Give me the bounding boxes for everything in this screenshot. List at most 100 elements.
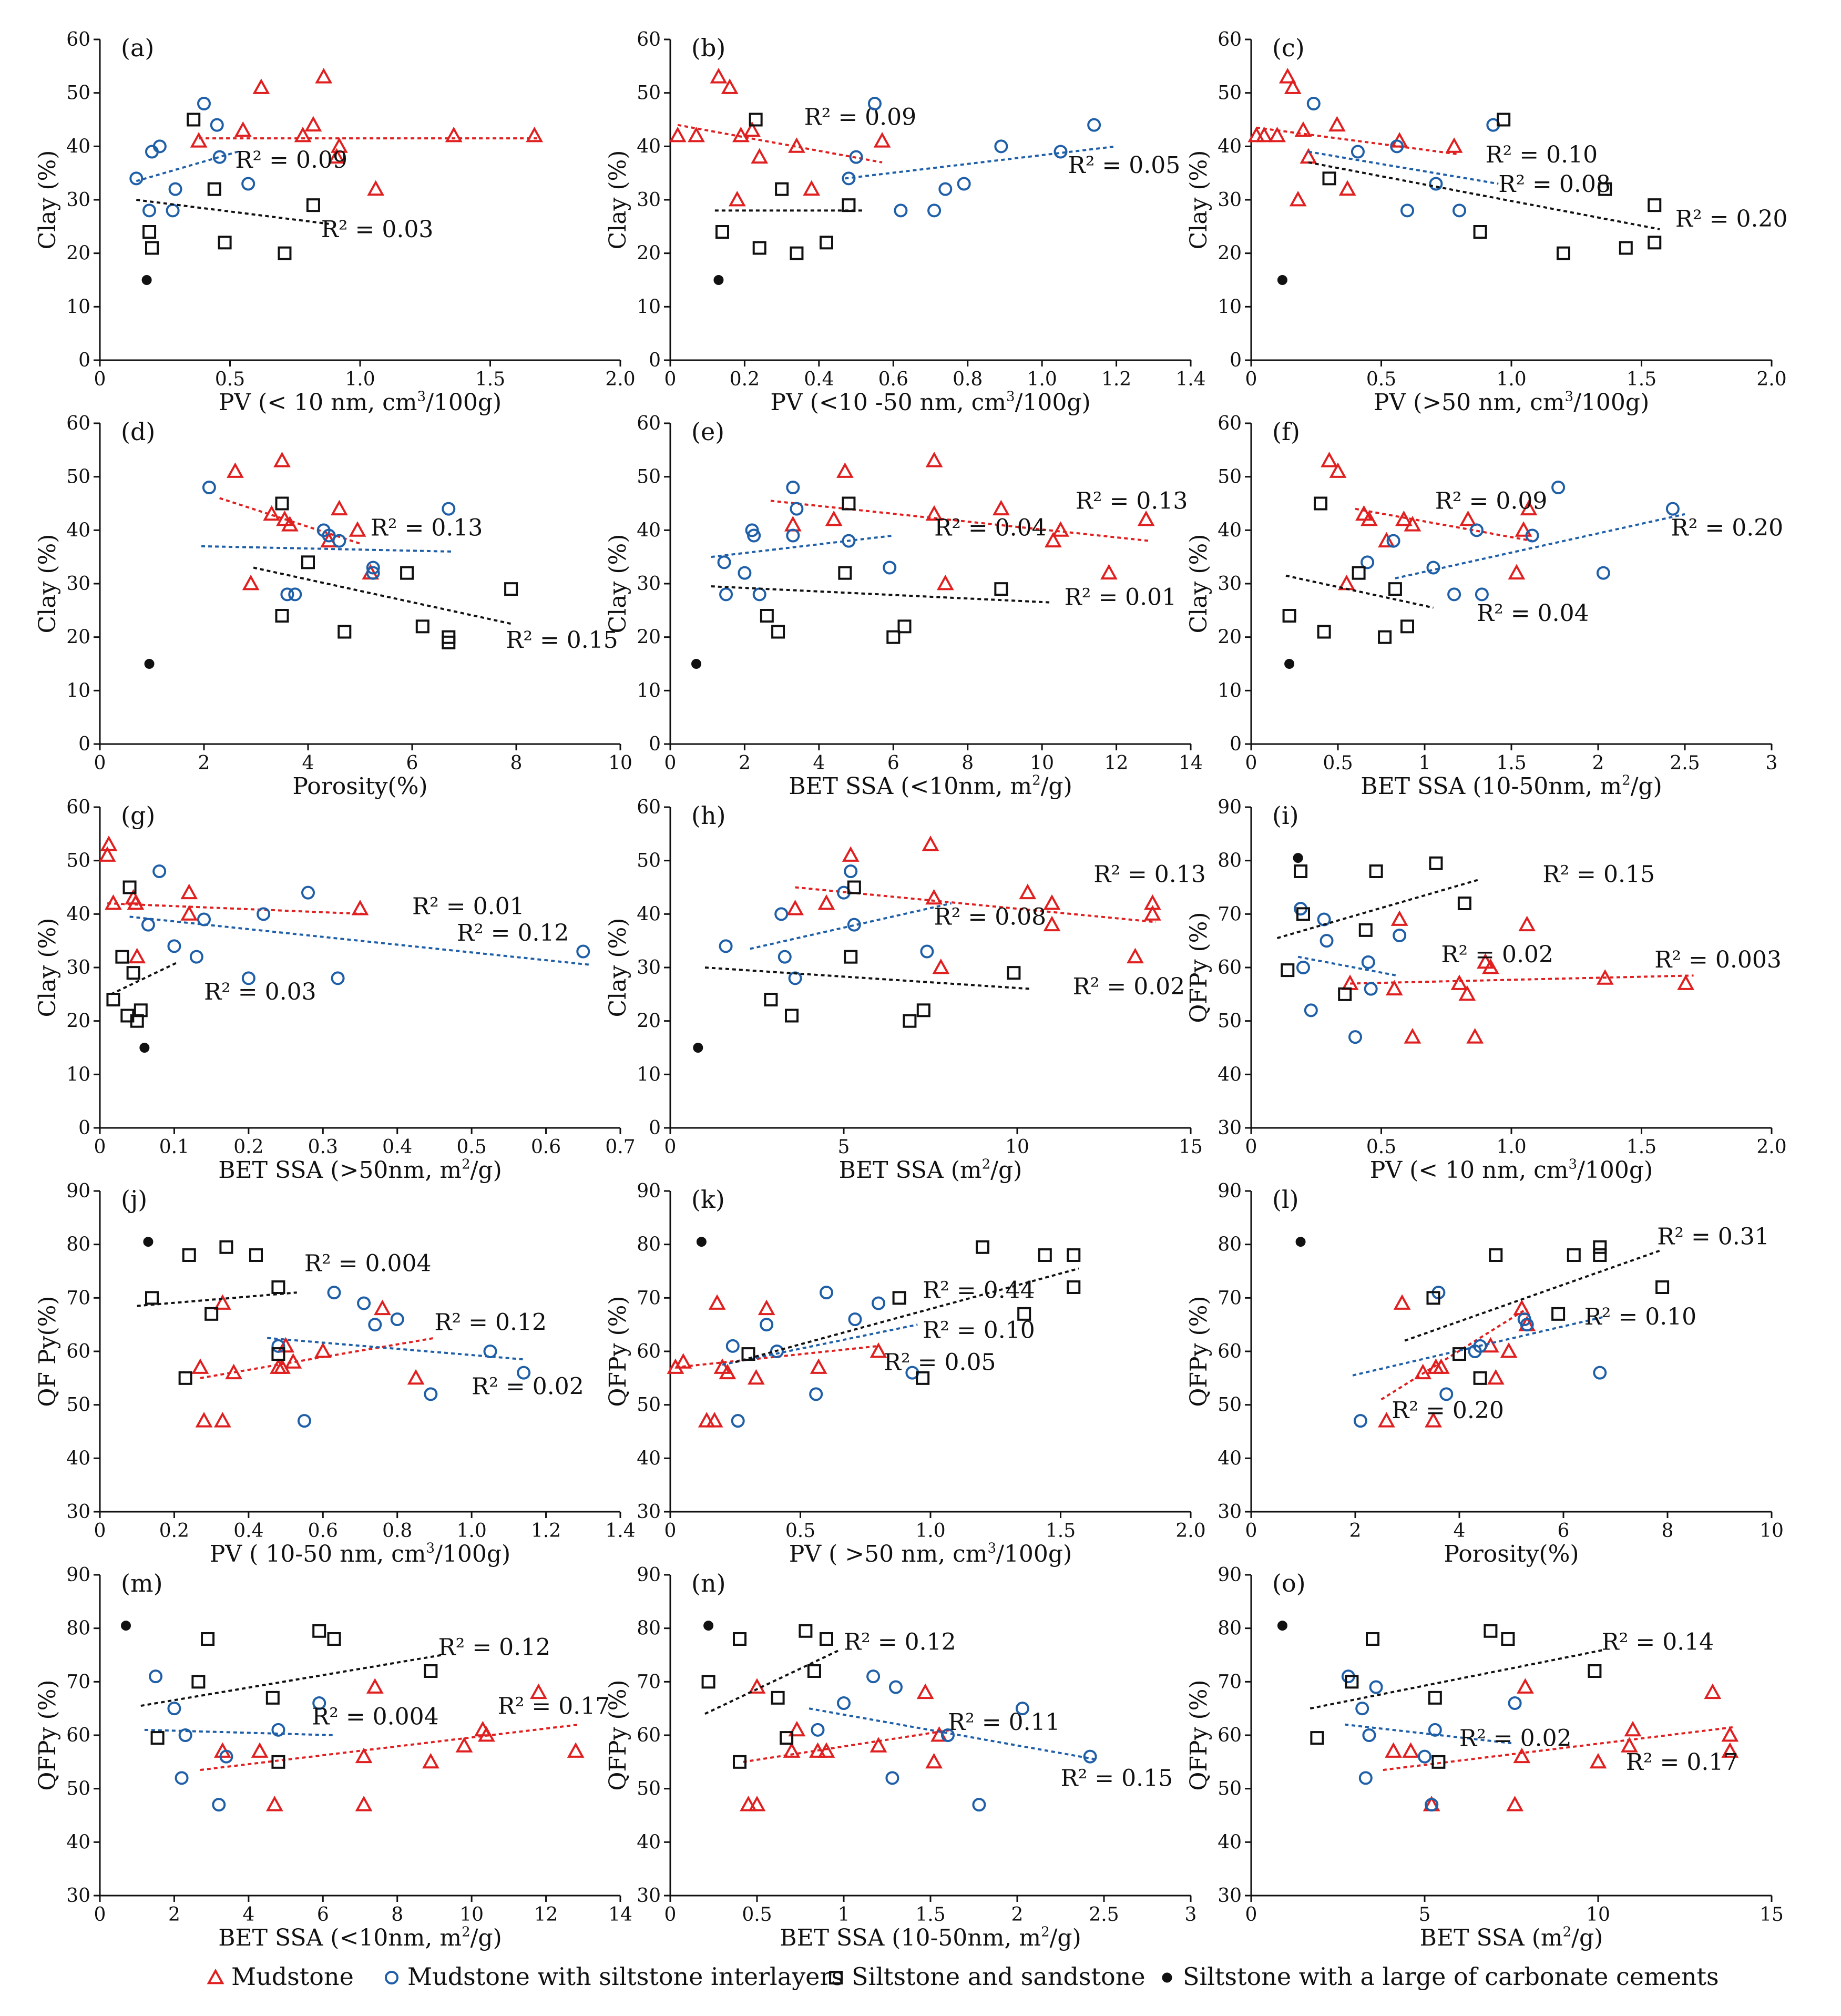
data-point (134, 1003, 148, 1017)
data-point (1310, 1731, 1324, 1745)
data-point (191, 1358, 209, 1374)
data-point (872, 1296, 885, 1310)
series-siltstone-and-sandstone: R² = 0.03 (106, 880, 316, 1028)
data-point (747, 528, 761, 543)
data-point (257, 907, 271, 921)
data-point (142, 225, 157, 239)
data-point (284, 1353, 302, 1369)
x-tick-label: 2 (1011, 1904, 1024, 1926)
r2-label: R² = 0.03 (204, 979, 316, 1005)
x-tick-label: 0 (1245, 1136, 1257, 1158)
y-axis-label: Clay (%) (1185, 150, 1212, 250)
x-tick-label: 2.0 (1756, 369, 1786, 390)
data-point (1320, 934, 1334, 948)
data-point (314, 1342, 332, 1358)
x-tick-label: 8 (1662, 1520, 1674, 1542)
x-tick-label: 0 (664, 1520, 677, 1542)
data-point (1100, 564, 1118, 580)
r2-label: R² = 0.10 (923, 1317, 1035, 1344)
series-siltstone-with-a-large-of-carbonate-cements (691, 659, 701, 669)
data-point (920, 944, 934, 959)
data-point (1466, 1028, 1484, 1044)
data-point (713, 1358, 731, 1374)
data-point (1450, 974, 1468, 990)
trendline (1308, 150, 1499, 185)
data-point (312, 1624, 326, 1638)
x-tick-label: 0.6 (308, 1520, 338, 1542)
data-point (225, 1363, 242, 1380)
x-axis-label: PV (<10 -50 nm, cm3​/100g) (770, 389, 1090, 416)
y-tick-label: 30 (66, 957, 90, 979)
data-point (784, 516, 802, 532)
data-point (530, 1683, 547, 1699)
x-axis-label: PV ( 10-50 nm, cm3​/100g) (210, 1540, 510, 1567)
data-point (218, 236, 232, 250)
series-siltstone-and-sandstone: R² = 0.15 (1276, 856, 1655, 1001)
data-point (807, 1664, 821, 1678)
data-point (312, 1696, 326, 1710)
data-point (1355, 1702, 1369, 1716)
x-tick-label: 0.7 (605, 1136, 635, 1158)
r2-label: R² = 0.12 (438, 1634, 551, 1661)
data-point (142, 203, 157, 218)
panel-j: 30 40 50 60 70 80 90 0 0.2 0.4 0.6 0.8 1.0 1.2 1.4 (j) P… (34, 1180, 636, 1567)
data-point (1473, 225, 1487, 239)
y-tick-label: 40 (637, 1448, 661, 1469)
data-point (143, 1237, 154, 1247)
y-tick-label: 40 (1218, 1448, 1242, 1469)
data-point (1393, 1294, 1411, 1310)
data-point (751, 148, 769, 164)
data-point (1520, 500, 1538, 516)
y-tick-label: 60 (1218, 29, 1242, 50)
panel-label: (g) (121, 801, 155, 830)
series-siltstone-with-a-large-of-carbonate-cements (1277, 1621, 1287, 1631)
data-point (1358, 1771, 1373, 1785)
data-point (1517, 1678, 1534, 1694)
y-tick-label: 40 (66, 1448, 90, 1469)
x-tick-label: 0 (1245, 369, 1257, 390)
panel-f: 0 10 20 30 40 50 60 0 0.5 1 1.5 2 2.5 3 (f) BET SSA (10… (1185, 413, 1783, 800)
data-point (1624, 1720, 1642, 1737)
y-tick-label: 70 (66, 1287, 90, 1309)
y-tick-label: 60 (1218, 1725, 1242, 1746)
series-mudstone-with-siltstone-interlayers: R² = 0.08 (1306, 97, 1611, 218)
x-tick-label: 1.0 (1027, 369, 1057, 390)
series-siltstone-with-a-large-of-carbonate-cements (713, 275, 724, 285)
data-point (842, 496, 856, 511)
r2-label: R² = 0.14 (1602, 1628, 1714, 1655)
x-tick-label: 1.0 (915, 1520, 945, 1542)
y-tick-label: 20 (637, 243, 661, 264)
data-point (1353, 1414, 1367, 1428)
data-point (182, 1248, 196, 1262)
y-tick-label: 40 (66, 520, 90, 541)
data-point (1348, 1030, 1362, 1044)
data-point (1017, 1307, 1031, 1321)
series-mudstone-with-siltstone-interlayers: R² = 0.004 (144, 1669, 439, 1812)
data-point (187, 113, 201, 127)
trendline (711, 534, 894, 558)
r2-label: R² = 0.02 (1073, 973, 1185, 1000)
legend-label: Mudstone (231, 1962, 354, 1991)
x-tick-label: 15 (1760, 1904, 1784, 1926)
data-point (1619, 241, 1633, 255)
data-point (927, 203, 942, 218)
y-tick-label: 30 (66, 189, 90, 211)
data-point (152, 139, 167, 154)
data-point (1289, 190, 1307, 207)
data-point (1322, 171, 1336, 186)
data-point (1482, 1337, 1499, 1353)
x-axis-label: PV ( >50 nm, cm3​/100g) (789, 1540, 1072, 1567)
trendline (137, 1291, 297, 1307)
x-axis-label: PV (< 10 nm, cm3​/100g) (219, 389, 502, 416)
y-tick-label: 0 (649, 350, 661, 371)
y-axis-label: Clay (%) (605, 534, 631, 634)
data-point (1355, 505, 1373, 521)
data-point (241, 971, 255, 985)
r2-label: R² = 0.20 (1671, 515, 1784, 542)
x-tick-label: 0 (94, 752, 106, 774)
data-point (747, 1369, 765, 1385)
series-siltstone-with-a-large-of-carbonate-cements (696, 1237, 707, 1247)
x-tick-label: 1.4 (605, 1520, 635, 1542)
trendline (201, 545, 454, 553)
data-point (838, 566, 852, 580)
